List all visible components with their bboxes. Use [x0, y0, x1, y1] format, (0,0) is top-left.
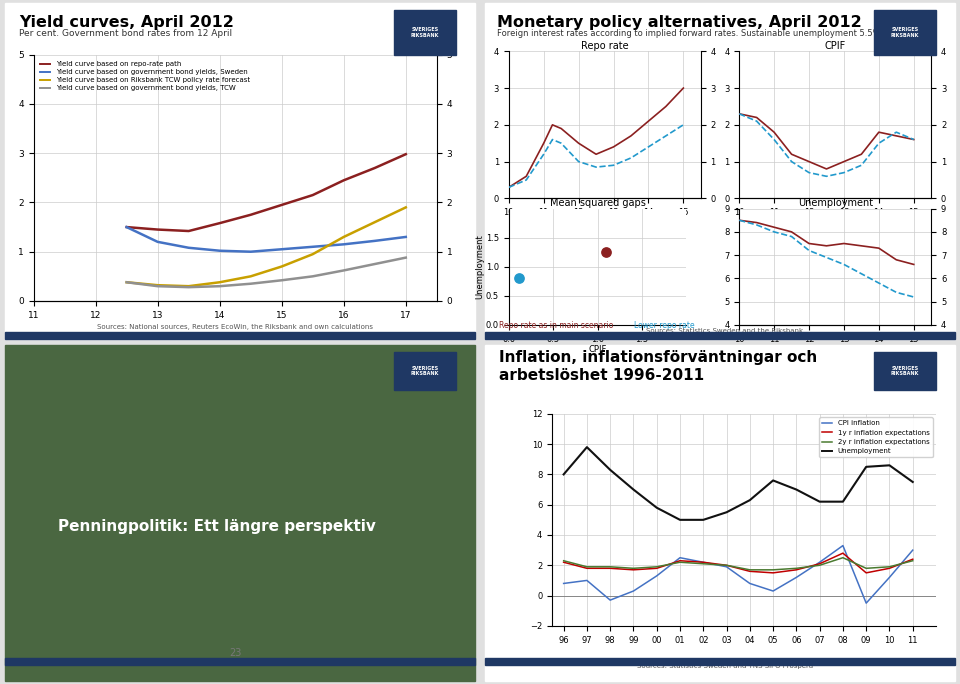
Legend: Yield curve based on repo-rate path, Yield curve based on government bond yields: Yield curve based on repo-rate path, Yie… [37, 58, 252, 94]
Text: Lower repo rate: Lower repo rate [634, 321, 694, 330]
Text: Sources: National sources, Reuters EcoWin, the Riksbank and own calculations: Sources: National sources, Reuters EcoWi… [97, 324, 373, 330]
Text: SVERIGES
RIKSBANK: SVERIGES RIKSBANK [411, 27, 439, 38]
Text: SVERIGES
RIKSBANK: SVERIGES RIKSBANK [891, 366, 919, 376]
Legend: CPI inflation, 1y r inflation expectations, 2y r inflation expectations, Unemplo: CPI inflation, 1y r inflation expectatio… [819, 417, 932, 458]
Text: Monetary policy alternatives, April 2012: Monetary policy alternatives, April 2012 [497, 15, 862, 30]
Text: 23: 23 [229, 648, 241, 658]
Text: SVERIGES
RIKSBANK: SVERIGES RIKSBANK [891, 27, 919, 38]
Y-axis label: Unemployment: Unemployment [475, 235, 485, 299]
Text: Sources: Statistics Sweden and the Riksbank: Sources: Statistics Sweden and the Riksb… [646, 328, 804, 334]
Title: Repo rate: Repo rate [581, 40, 629, 51]
Text: Inflation, inflationsförväntningar och
arbetslöshet 1996-2011: Inflation, inflationsförväntningar och a… [499, 350, 818, 382]
Point [599, 247, 614, 258]
Title: Unemployment: Unemployment [798, 198, 873, 208]
Title: CPIF: CPIF [825, 40, 846, 51]
Text: Repo rate as in main scenario: Repo rate as in main scenario [499, 321, 613, 330]
Text: SVERIGES
RIKSBANK: SVERIGES RIKSBANK [411, 366, 439, 376]
Text: Sources: Statistics Sweden and TNS SIFO Prospera: Sources: Statistics Sweden and TNS SIFO … [636, 663, 813, 669]
Text: Yield curves, April 2012: Yield curves, April 2012 [19, 15, 234, 30]
Text: Penningpolitik: Ett längre perspektiv: Penningpolitik: Ett längre perspektiv [58, 519, 375, 534]
Title: Mean squared gaps: Mean squared gaps [550, 198, 645, 208]
X-axis label: CPIF: CPIF [588, 345, 607, 354]
Text: Foreign interest rates according to implied forward rates. Sustainable unemploym: Foreign interest rates according to impl… [497, 29, 881, 38]
Text: Per cent. Government bond rates from 12 April: Per cent. Government bond rates from 12 … [19, 29, 232, 38]
Point [512, 273, 527, 284]
